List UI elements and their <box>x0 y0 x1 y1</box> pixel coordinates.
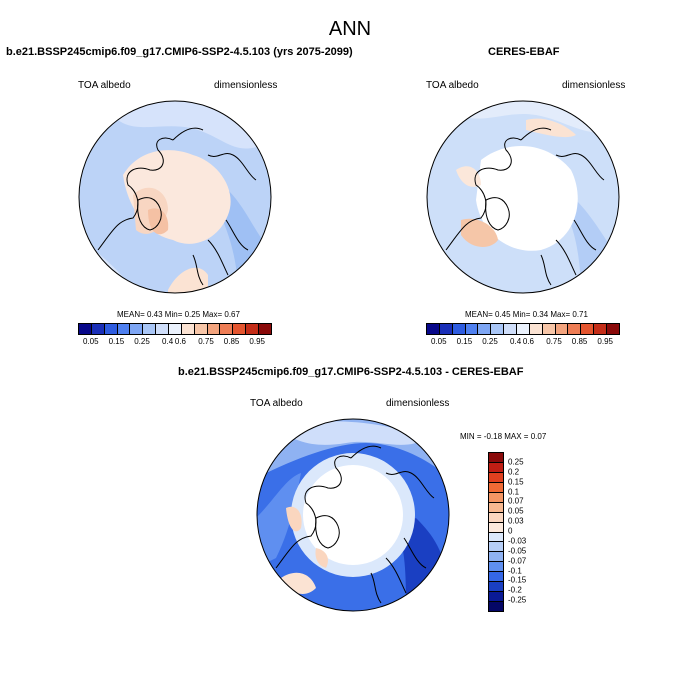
panel1-stats: MEAN= 0.43 Min= 0.25 Max= 0.67 <box>117 310 240 319</box>
panel3-colorbar-swatch <box>489 462 503 473</box>
panel3-colorbar-tick-label: 0.05 <box>508 506 524 516</box>
panel3-colorbar-tick-label: -0.15 <box>508 575 527 585</box>
panel2-colorbar-tick-label: 0.85 <box>571 337 588 346</box>
panel1-var-label: TOA albedo <box>78 80 131 91</box>
panel1-map <box>78 100 272 294</box>
panel2-colorbar-swatch <box>465 324 479 334</box>
panel3-colorbar-tick-label: 0.25 <box>508 457 524 467</box>
panel1-colorbar-tick-label: 0.75 <box>198 337 214 346</box>
panel1-colorbar-swatch <box>220 324 234 334</box>
panel2-colorbar <box>426 323 620 335</box>
panel1-colorbar-tick-label: 0.95 <box>249 337 265 346</box>
panel2-colorbar-swatch <box>427 324 440 334</box>
panel2-colorbar-labels: 0.05 0.15 0.25 0.4 0.6 0.75 0.85 0.95 <box>426 337 618 349</box>
panel2-colorbar-tick-label: 0.05 <box>431 337 447 346</box>
panel3-colorbar-tick-label: 0.2 <box>508 467 520 477</box>
panel3-colorbar-labels: 0.25 0.2 0.15 0.1 0.07 0.05 0.03 0 -0.03 -0.05 -0.… <box>508 452 548 610</box>
panel1-colorbar-swatch <box>104 324 118 334</box>
panel1-colorbar-swatch <box>79 324 92 334</box>
panel3-colorbar-tick-label: -0.2 <box>508 585 522 595</box>
panel1-colorbar-swatch <box>207 324 221 334</box>
panel2-colorbar-swatch <box>555 324 569 334</box>
panel3-units: dimensionless <box>386 398 450 409</box>
panel2-colorbar-tick-label: 0.15 <box>456 337 473 346</box>
panel1-colorbar-tick-label: 0.15 <box>108 337 125 346</box>
panel3-colorbar-swatch <box>489 482 503 493</box>
panel3-colorbar-swatch <box>489 532 503 543</box>
panel1-colorbar-swatch <box>169 324 182 334</box>
panel2-colorbar-swatch <box>452 324 466 334</box>
panel2-units: dimensionless <box>562 80 626 91</box>
panel3-colorbar-tick-label: 0.15 <box>508 477 524 487</box>
panel3-colorbar-swatch <box>489 502 503 513</box>
panel2-stats: MEAN= 0.45 Min= 0.34 Max= 0.71 <box>465 310 588 319</box>
panel3-stats: MIN = -0.18 MAX = 0.07 <box>460 432 547 441</box>
panel3-colorbar-swatch <box>489 472 503 483</box>
panel2-colorbar-tick-label: 0.4 <box>510 337 522 346</box>
panel1-colorbar-swatch <box>143 324 157 334</box>
panel3-colorbar-tick-label: 0.1 <box>508 487 520 496</box>
panel3-colorbar-swatch <box>489 572 503 583</box>
panel3-colorbar-tick-label: -0.1 <box>508 566 522 575</box>
panel1-title: b.e21.BSSP245cmip6.f09_g17.CMIP6-SSP2-4.… <box>6 46 353 58</box>
panel1-colorbar-tick-label: 0.4 <box>162 337 174 346</box>
page-title: ANN <box>328 18 372 40</box>
panel2-colorbar-swatch <box>568 324 582 334</box>
panel2-colorbar-swatch <box>542 324 556 334</box>
panel3-colorbar-swatch <box>489 512 503 523</box>
panel3-colorbar-tick-label: -0.03 <box>508 536 527 546</box>
panel3-colorbar-swatch <box>489 582 503 593</box>
panel1-colorbar-tick-label: 0.25 <box>134 337 150 346</box>
panel2-colorbar-swatch <box>594 324 608 334</box>
panel1-colorbar-swatch <box>117 324 131 334</box>
panel3-colorbar-swatch <box>489 522 503 533</box>
panel3-colorbar-tick-label: 0.03 <box>508 516 524 526</box>
panel3-colorbar-tick-label: 0.07 <box>508 496 524 506</box>
panel2-map <box>426 100 620 294</box>
panel2-colorbar-swatch <box>491 324 505 334</box>
panel1-colorbar-swatch <box>130 324 144 334</box>
panel1-colorbar-tick-label: 0.6 <box>174 337 186 346</box>
panel2-colorbar-swatch <box>478 324 492 334</box>
panel2-colorbar-swatch <box>529 324 543 334</box>
panel2-colorbar-swatch <box>504 324 518 334</box>
panel3-colorbar-swatch <box>489 492 503 503</box>
panel3-title: b.e21.BSSP245cmip6.f09_g17.CMIP6-SSP2-4.… <box>178 366 524 378</box>
panel1-colorbar-tick-label: 0.85 <box>223 337 240 346</box>
panel2-colorbar-swatch <box>607 324 619 334</box>
panel1-colorbar <box>78 323 272 335</box>
panel1-colorbar-swatch <box>246 324 260 334</box>
panel3-colorbar-tick-label: -0.05 <box>508 546 527 556</box>
panel3-colorbar-swatch <box>489 602 503 611</box>
panel2-colorbar-tick-label: 0.25 <box>482 337 498 346</box>
panel3-colorbar-swatch <box>489 453 503 463</box>
panel2-colorbar-swatch <box>517 324 530 334</box>
panel1-colorbar-swatch <box>91 324 105 334</box>
panel3-colorbar-tick-label: -0.25 <box>508 595 527 605</box>
panel3-var-label: TOA albedo <box>250 398 303 409</box>
panel3-map <box>256 418 450 612</box>
panel2-var-label: TOA albedo <box>426 80 479 91</box>
panel1-colorbar-swatch <box>233 324 247 334</box>
panel3-colorbar-tick-label: 0 <box>508 526 513 536</box>
panel2-colorbar-swatch <box>439 324 453 334</box>
panel2-colorbar-swatch <box>581 324 595 334</box>
panel1-colorbar-swatch <box>259 324 271 334</box>
panel2-title: CERES-EBAF <box>488 46 560 58</box>
panel2-colorbar-tick-label: 0.95 <box>597 337 613 346</box>
panel1-colorbar-swatch <box>194 324 208 334</box>
panel3-colorbar-tick-label: -0.07 <box>508 556 527 566</box>
panel1-units: dimensionless <box>214 80 278 91</box>
panel3-colorbar <box>488 452 504 612</box>
panel1-colorbar-swatch <box>181 324 195 334</box>
panel2-colorbar-tick-label: 0.6 <box>522 337 534 346</box>
panel1-colorbar-tick-label: 0.05 <box>83 337 99 346</box>
panel3-colorbar-swatch <box>489 592 503 603</box>
panel3-colorbar-swatch <box>489 552 503 563</box>
panel3-colorbar-swatch <box>489 542 503 553</box>
panel3-colorbar-swatch <box>489 562 503 573</box>
panel2-colorbar-tick-label: 0.75 <box>546 337 562 346</box>
panel1-colorbar-labels: 0.05 0.15 0.25 0.4 0.6 0.75 0.85 0.95 <box>78 337 270 349</box>
panel1-colorbar-swatch <box>156 324 170 334</box>
